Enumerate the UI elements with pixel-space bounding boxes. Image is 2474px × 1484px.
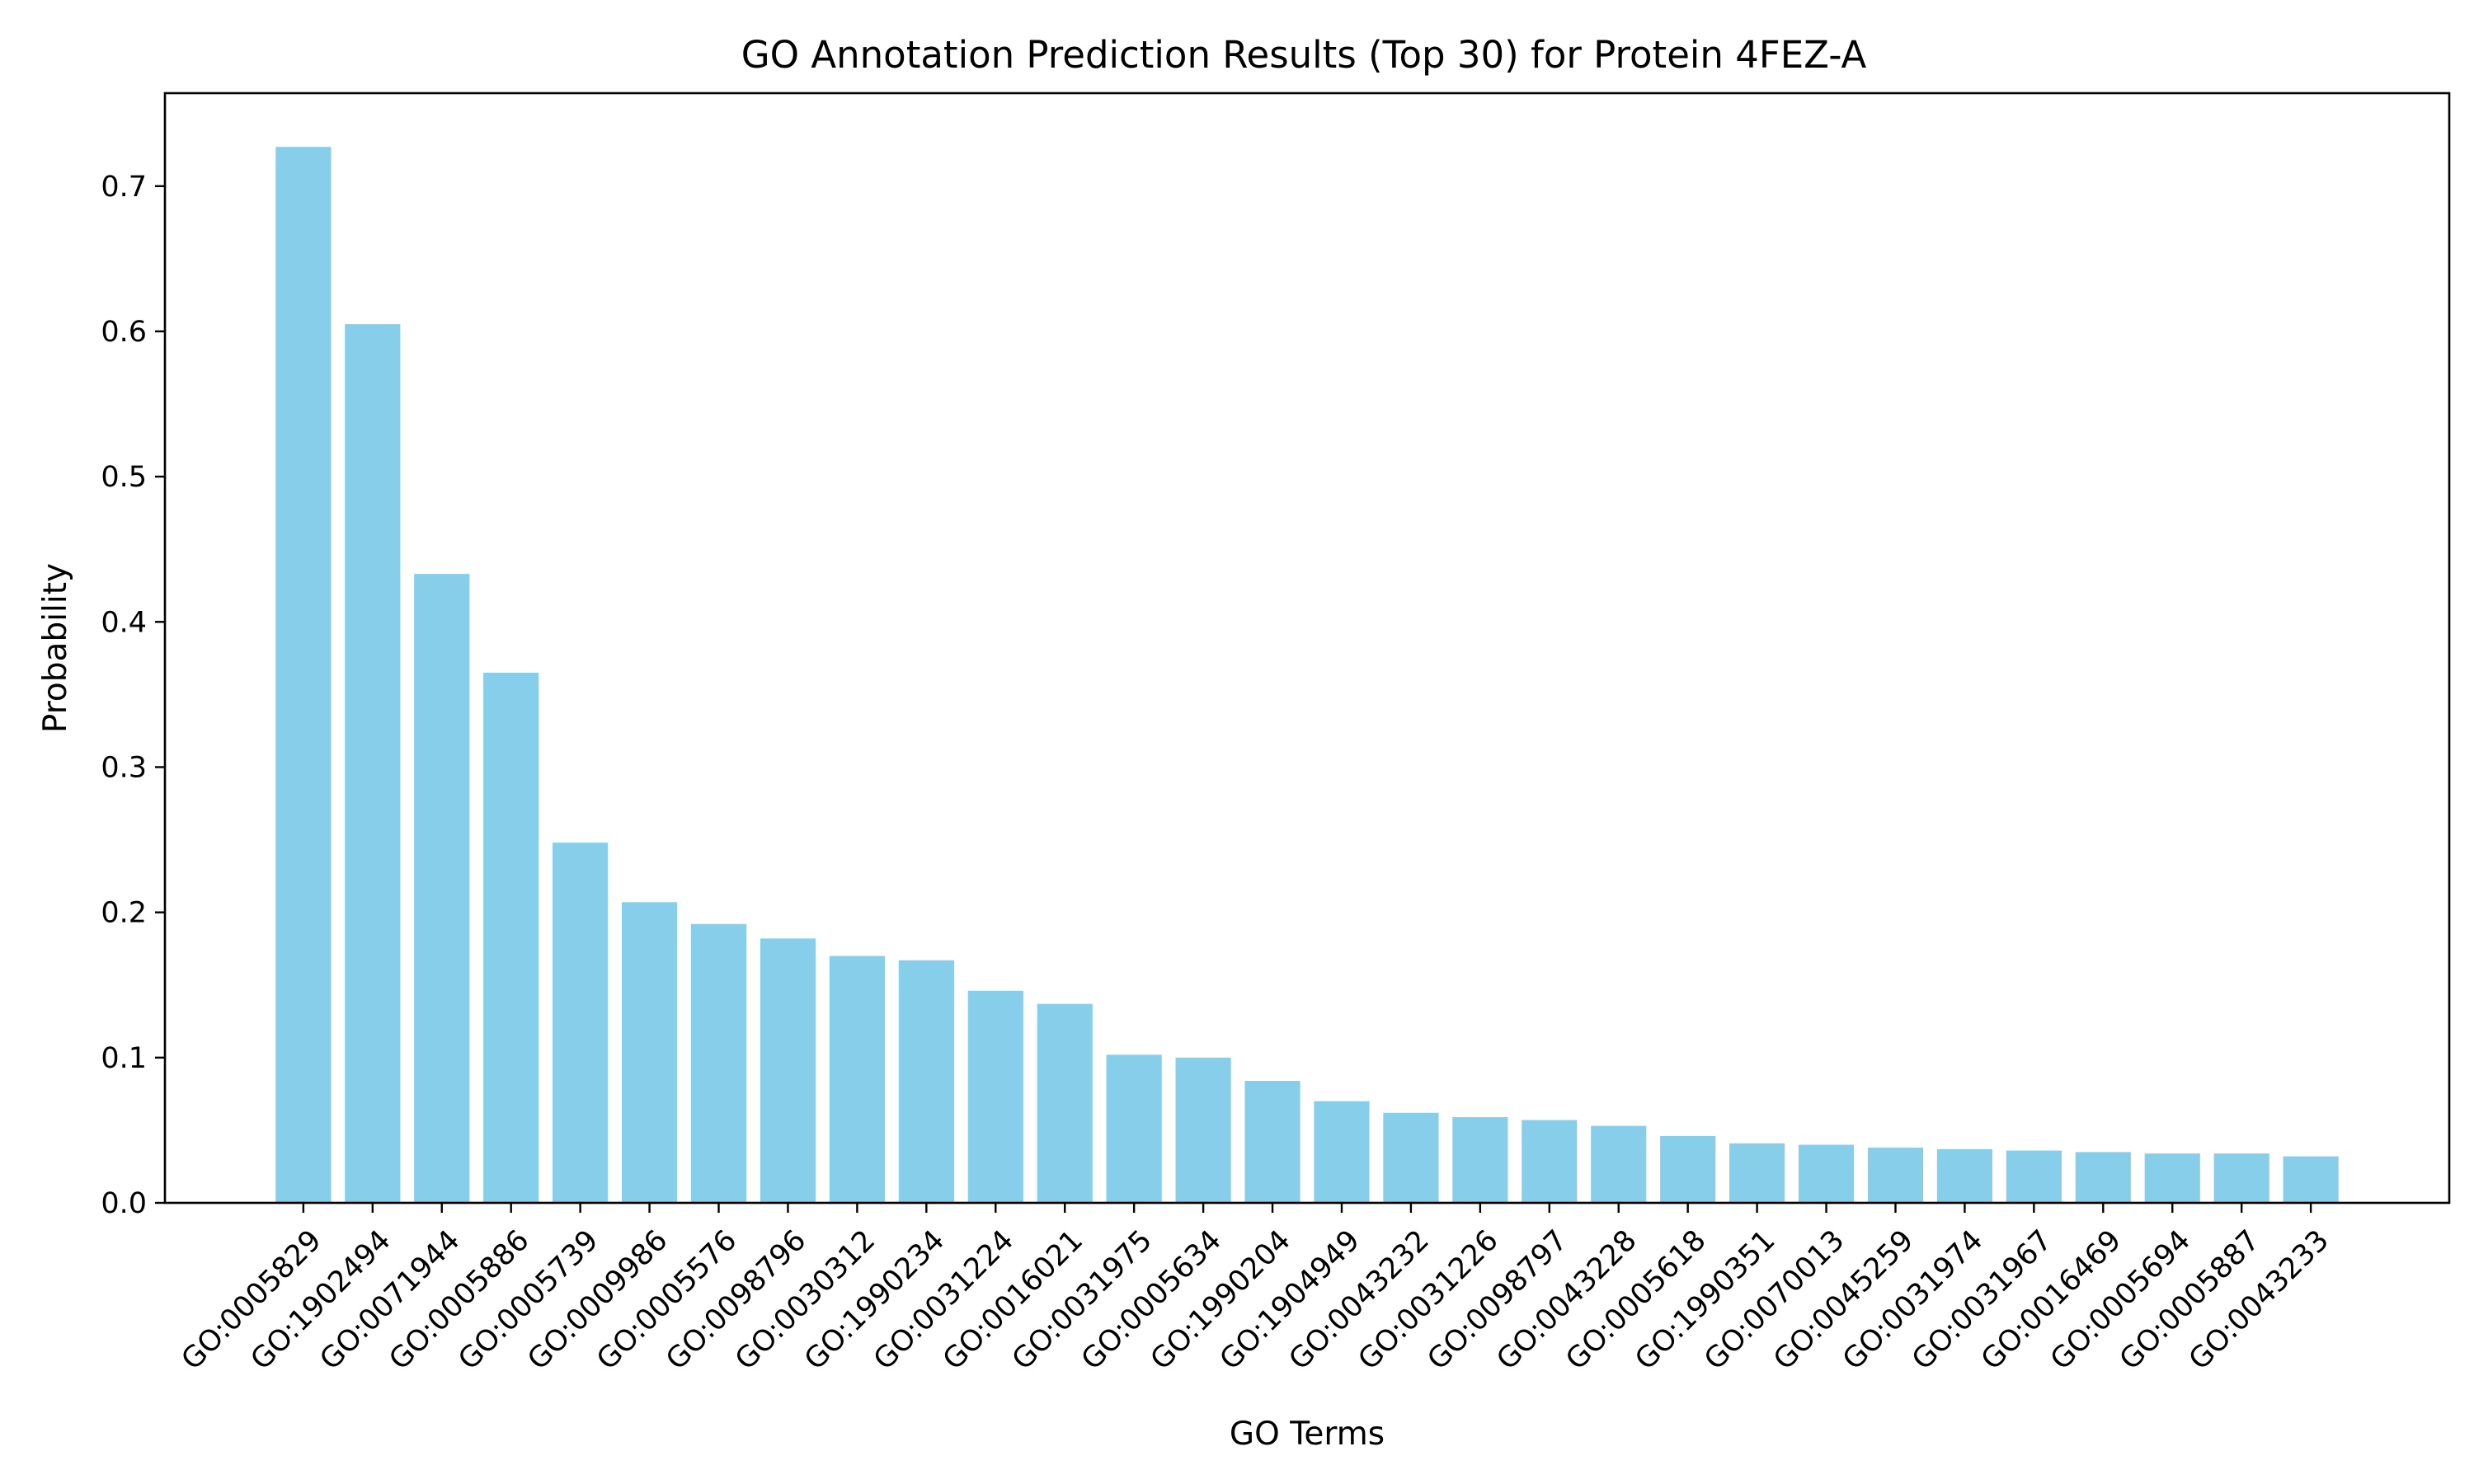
y-axis-label: Probability [37, 563, 74, 733]
bar-go-0043232 [1383, 1112, 1439, 1203]
y-tick-label: 0.2 [101, 897, 147, 930]
y-tick-label: 0.6 [101, 316, 147, 349]
bar-go-0005576 [690, 923, 747, 1203]
bar-go-0005886 [483, 672, 539, 1203]
bar-go-1990351 [1729, 1143, 1785, 1203]
x-axis: GO:0005829GO:1902494GO:0071944GO:0005886… [176, 1203, 2335, 1377]
bar-go-0043228 [1591, 1125, 1647, 1203]
chart-title: GO Annotation Prediction Results (Top 30… [741, 33, 1867, 77]
y-tick-label: 0.7 [101, 171, 147, 204]
y-tick-label: 0.4 [101, 606, 147, 639]
bar-go-0016021 [1037, 1003, 1093, 1203]
bar-go-0098796 [760, 938, 816, 1203]
bars [275, 147, 2339, 1204]
bar-go-1990204 [1244, 1081, 1300, 1203]
y-tick-label: 0.0 [101, 1187, 147, 1220]
bar-go-0045259 [1867, 1148, 1924, 1203]
bar-go-0031975 [1106, 1054, 1162, 1203]
bar-go-0070013 [1798, 1144, 1855, 1203]
bar-go-0016469 [2075, 1152, 2131, 1203]
bar-go-0031226 [1452, 1117, 1508, 1203]
bar-go-0005618 [1660, 1135, 1716, 1203]
bar-go-0005634 [1175, 1057, 1231, 1203]
x-axis-label: GO Terms [1230, 1416, 1385, 1453]
y-tick-label: 0.1 [101, 1042, 147, 1075]
bar-go-1990234 [898, 960, 954, 1203]
plot-area-frame [163, 92, 2451, 1205]
y-tick-label: 0.5 [101, 461, 147, 494]
y-axis: 0.0 0.1 0.2 0.3 0.4 0.5 0.6 0.7 [101, 171, 165, 1220]
bar-go-1902494 [345, 324, 401, 1203]
bar-go-0030312 [829, 956, 885, 1203]
bar-go-0031967 [2006, 1150, 2062, 1203]
bar-go-0005887 [2213, 1153, 2269, 1203]
bar-go-0005739 [553, 843, 609, 1203]
bar-go-0009986 [622, 902, 678, 1203]
bar-go-0098797 [1522, 1120, 1578, 1203]
bar-go-1904949 [1314, 1101, 1370, 1203]
bar-go-0031974 [1936, 1148, 1992, 1203]
bar-go-0005829 [275, 147, 332, 1204]
bar-go-0031224 [967, 990, 1023, 1203]
bar-go-0043233 [2283, 1156, 2339, 1203]
y-tick-label: 0.3 [101, 751, 147, 784]
bar-go-0005694 [2144, 1153, 2200, 1203]
bar-go-0071944 [414, 574, 470, 1203]
